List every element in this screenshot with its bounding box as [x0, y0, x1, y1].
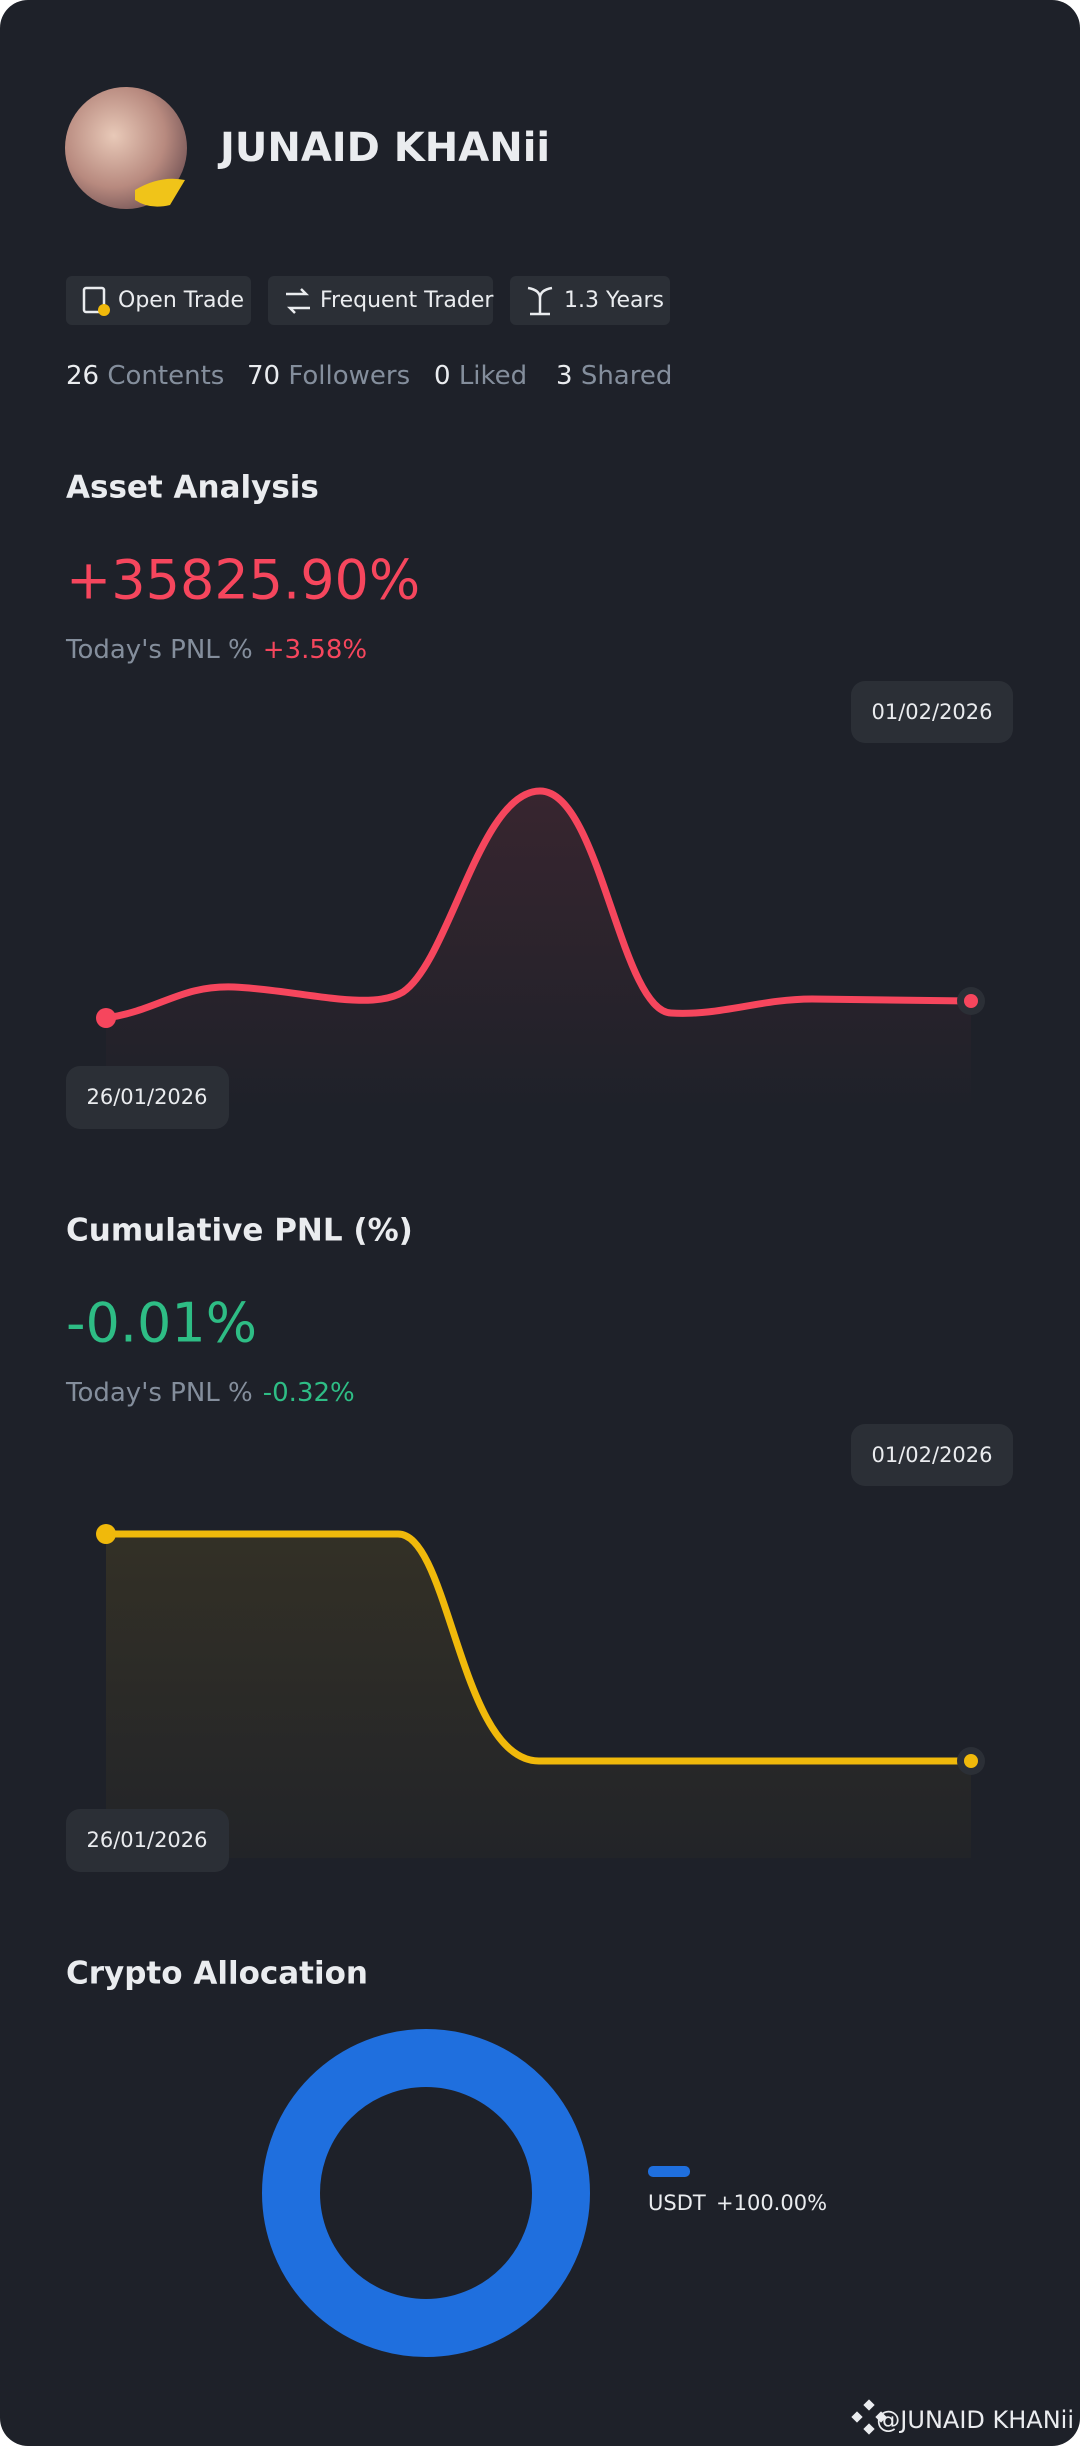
line-area [106, 791, 971, 1111]
today-value: +3.58% [263, 635, 367, 665]
stat-value: 26 [66, 361, 99, 391]
end-point [964, 1754, 978, 1768]
badge-label: Frequent Trader [320, 288, 494, 313]
start-date: 26/01/2026 [86, 1828, 207, 1852]
date-tooltip [851, 681, 1013, 743]
stat-label: Shared [581, 361, 673, 391]
start-point [96, 1008, 116, 1028]
date-tooltip [66, 1809, 229, 1872]
today-pnl: Today's PNL % +3.58% [65, 635, 367, 665]
section-title: Asset Analysis [66, 470, 319, 506]
watermark-logo [851, 2399, 887, 2435]
today-pnl: Today's PNL % -0.32% [65, 1378, 355, 1408]
stat-label: Followers [288, 361, 410, 391]
stat[interactable]: 0 Liked [434, 361, 527, 391]
stats: 26 Contents 70 Followers 0 Liked 3 Share… [66, 361, 672, 391]
line [102, 787, 975, 1022]
badge-icon [82, 286, 106, 314]
line-area [106, 1534, 971, 1858]
today-label: Today's PNL % [65, 635, 253, 665]
badge-icon [527, 286, 553, 316]
badge [268, 276, 493, 325]
stat-value: 3 [556, 361, 573, 391]
donut-segment [262, 2029, 590, 2357]
section-title: Cumulative PNL (%) [66, 1213, 413, 1249]
start-point [96, 1524, 116, 1544]
date-tooltip [66, 1066, 229, 1129]
date-tooltip [851, 1424, 1013, 1486]
badge [66, 276, 251, 325]
user-name: JUNAID KHANii [217, 125, 550, 171]
line [102, 1530, 975, 1765]
badge-label: Open Trade [118, 288, 244, 313]
legend-share: +100.00% [716, 2191, 827, 2215]
start-date: 26/01/2026 [86, 1085, 207, 1109]
badge-icon [98, 304, 110, 316]
legend-asset: USDT [648, 2191, 706, 2215]
today-label: Today's PNL % [65, 1378, 253, 1408]
avatar-detail [135, 178, 185, 207]
stat-value: 70 [247, 361, 280, 391]
stat[interactable]: 3 Shared [556, 361, 672, 391]
end-date: 01/02/2026 [871, 1443, 992, 1467]
end-date: 01/02/2026 [871, 700, 992, 724]
watermark: @JUNAID KHANii [876, 2406, 1074, 2434]
stat-value: 0 [434, 361, 451, 391]
legend-swatch [648, 2166, 690, 2177]
badge-icon [286, 288, 310, 314]
section-title: Crypto Allocation [66, 1956, 368, 1992]
badges: Open Trade Frequent Trader 1.3 Years [66, 276, 670, 325]
stat-label: Liked [459, 361, 527, 391]
end-point [964, 994, 978, 1008]
avatar[interactable] [65, 87, 187, 209]
badge-label: 1.3 Years [564, 288, 664, 313]
total-pnl: -0.01% [66, 1292, 257, 1355]
stat[interactable]: 26 Contents [66, 361, 224, 391]
stat-label: Contents [107, 361, 224, 391]
total-pnl: +35825.90% [66, 549, 420, 612]
today-value: -0.32% [263, 1378, 355, 1408]
stat[interactable]: 70 Followers [247, 361, 410, 391]
